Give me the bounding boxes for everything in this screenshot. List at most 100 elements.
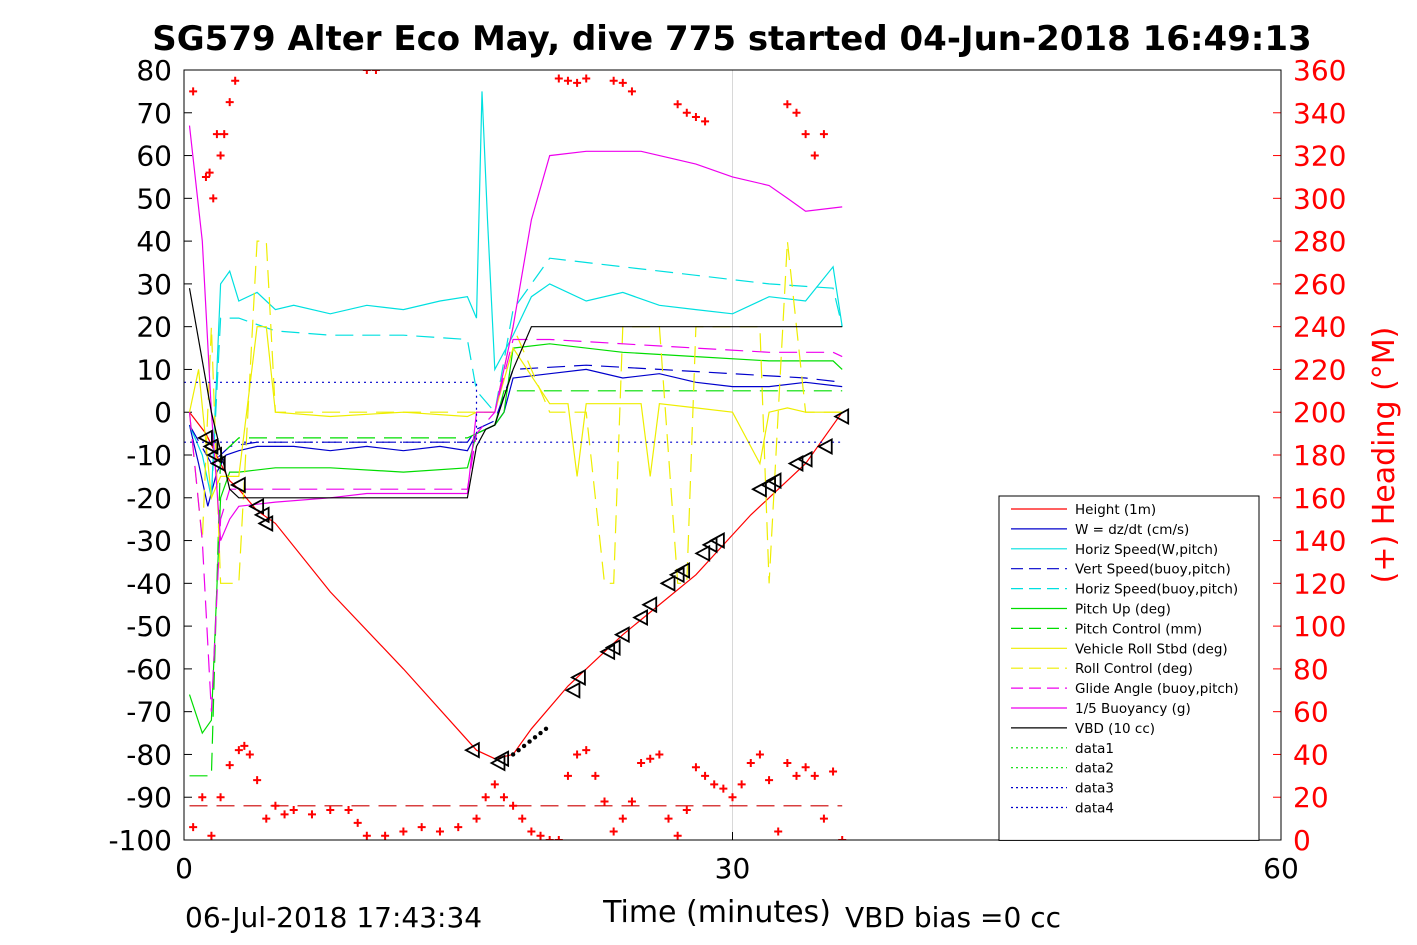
- y-right-tick-label: 40: [1293, 738, 1329, 771]
- y-tick-label: -100: [108, 824, 172, 857]
- dot-marker: [521, 743, 527, 749]
- heading-point: [609, 76, 618, 85]
- heading-point: [216, 151, 225, 160]
- chart-title: SG579 Alter Eco May, dive 775 started 04…: [152, 19, 1311, 59]
- heading-point: [774, 827, 783, 836]
- heading-point: [765, 776, 774, 785]
- heading-point: [591, 771, 600, 780]
- footer-timestamp: 06-Jul-2018 17:43:34: [185, 901, 482, 934]
- heading-point: [829, 767, 838, 776]
- heading-point: [810, 771, 819, 780]
- heading-point: [545, 836, 554, 840]
- heading-point: [673, 100, 682, 109]
- heading-point: [627, 87, 636, 96]
- heading-point: [819, 814, 828, 823]
- plot-frame: [183, 69, 1282, 841]
- heading-point: [838, 836, 847, 840]
- heading-point: [280, 810, 289, 819]
- triangle-marker: [257, 514, 274, 532]
- heading-point: [289, 806, 298, 815]
- heading-point: [472, 814, 481, 823]
- heading-point: [627, 797, 636, 806]
- series-layer: [184, 91, 843, 777]
- heading-point: [234, 746, 243, 755]
- y-tick-label: 50: [136, 182, 172, 215]
- series-line: [188, 125, 843, 541]
- series-line: [188, 240, 843, 584]
- dot-marker: [510, 752, 516, 757]
- triangle-marker: [197, 429, 213, 447]
- y-tick-label: 60: [136, 140, 172, 173]
- triangle-marker: [694, 544, 711, 562]
- x-tick-label: 30: [715, 852, 751, 885]
- y-right-tick-label: 300: [1293, 182, 1346, 215]
- heading-point: [618, 814, 627, 823]
- y-tick-label: 0: [154, 396, 172, 429]
- heading-point: [362, 831, 371, 840]
- heading-point: [673, 831, 682, 840]
- y-right-tick-label: 320: [1293, 140, 1346, 173]
- legend-entry: data2: [1075, 761, 1114, 777]
- y-right-tick-label: 80: [1293, 653, 1329, 686]
- marker-layer: [197, 407, 850, 772]
- y-right-tick-label: 120: [1293, 567, 1346, 600]
- heading-point: [682, 806, 691, 815]
- legend-entry: VBD (10 cc): [1075, 721, 1155, 737]
- heading-point: [600, 797, 609, 806]
- heading-point: [209, 194, 218, 203]
- series-line: [189, 411, 843, 760]
- legend-entry: Pitch Control (mm): [1075, 621, 1202, 637]
- y-right-tick-label: 180: [1293, 439, 1346, 472]
- heading-point: [499, 793, 508, 802]
- triangle-marker: [202, 437, 219, 455]
- heading-point: [801, 130, 810, 139]
- series-line: [188, 288, 843, 499]
- legend-entry: Roll Control (deg): [1075, 661, 1193, 677]
- triangle-marker: [659, 574, 676, 592]
- heading-point: [554, 836, 563, 840]
- triangle-marker: [564, 681, 581, 699]
- heading-point: [783, 759, 792, 767]
- triangle-marker: [708, 532, 725, 550]
- heading-point: [609, 827, 618, 836]
- footer-vbd-bias: VBD bias =0 cc: [845, 901, 1061, 934]
- heading-point: [216, 793, 225, 802]
- y-axis-right-label: (+) Heading (°M): [1367, 327, 1402, 584]
- series-line: [188, 91, 843, 498]
- heading-point: [307, 810, 316, 819]
- legend-entry: Glide Angle (buoy,pitch): [1075, 681, 1239, 697]
- heading-point: [271, 801, 280, 810]
- heading-point: [637, 759, 646, 767]
- heading-point: [801, 763, 810, 772]
- legend-entry: data3: [1075, 781, 1114, 797]
- x-axis-label: Time (minutes): [602, 895, 831, 930]
- legend-entry: Vehicle Roll Stbd (deg): [1075, 641, 1228, 657]
- legend-entry: Vert Speed(buoy,pitch): [1075, 562, 1231, 578]
- y-tick-label: -50: [126, 610, 172, 643]
- legend-entry: 1/5 Buoyancy (g): [1075, 701, 1191, 717]
- heading-point: [207, 831, 216, 840]
- heading-point: [563, 76, 572, 85]
- heading-point: [201, 172, 210, 181]
- heading-point: [198, 793, 207, 802]
- y-tick-label: -30: [126, 525, 172, 558]
- heading-point: [435, 827, 444, 836]
- series-line: [189, 390, 843, 777]
- heading-point: [737, 780, 746, 789]
- y-right-tick-label: 160: [1293, 482, 1346, 515]
- heading-point: [240, 741, 249, 750]
- heading-point: [262, 814, 271, 823]
- triangle-marker: [751, 480, 767, 498]
- triangle-marker: [833, 407, 850, 426]
- series-line: [188, 326, 843, 501]
- triangle-marker: [765, 472, 782, 490]
- triangle-marker: [674, 561, 691, 580]
- heading-point: [527, 827, 536, 836]
- heading-point: [481, 793, 490, 802]
- y-right-tick-label: 20: [1293, 781, 1329, 814]
- heading-point: [701, 117, 710, 126]
- heading-point: [618, 78, 627, 87]
- heading-point: [490, 780, 499, 789]
- heading-point: [582, 74, 591, 83]
